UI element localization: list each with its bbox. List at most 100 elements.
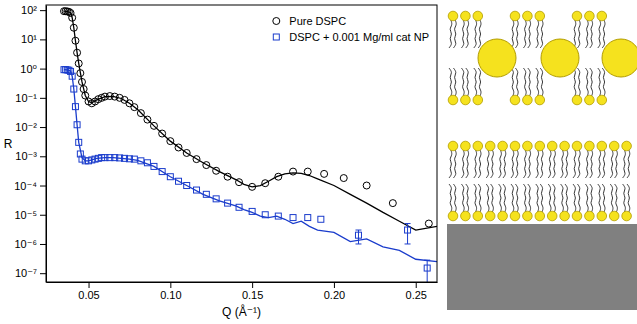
- data-point: [126, 100, 133, 107]
- lipid-tail: [585, 20, 588, 48]
- lipid-head: [523, 11, 533, 21]
- y-tick-mark: [40, 98, 46, 99]
- y-tick-label: 10⁻²: [15, 121, 37, 133]
- lipid-tail: [573, 150, 576, 178]
- data-point: [167, 174, 173, 180]
- legend-label: Pure DSPC: [289, 15, 346, 27]
- lipid-tail: [548, 150, 551, 178]
- lipid-tail: [461, 20, 464, 48]
- lipid-tail: [461, 184, 464, 212]
- data-point: [193, 156, 200, 163]
- lipid: [622, 141, 632, 178]
- y-tick-label: 10⁻⁵: [14, 209, 37, 221]
- x-tick: 0.20: [324, 282, 345, 301]
- data-point: [183, 149, 190, 156]
- data-point: [224, 173, 231, 180]
- lipid-head: [523, 95, 533, 105]
- lipid-tail: [598, 20, 601, 48]
- lipid-tail: [598, 184, 601, 212]
- nanoparticle: [541, 39, 579, 77]
- lipid: [622, 184, 632, 221]
- lipid-tail: [561, 150, 564, 178]
- lipid-tail: [466, 184, 469, 212]
- lipid: [609, 141, 619, 178]
- lipid-head: [572, 211, 582, 221]
- lipid-tail: [623, 150, 626, 178]
- lipid-tail: [523, 150, 526, 178]
- lipid-head: [535, 95, 545, 105]
- lipid-tail: [466, 20, 469, 48]
- lipid-head: [448, 211, 458, 221]
- lipid-tail: [478, 150, 481, 178]
- data-point: [159, 169, 165, 175]
- data-point: [249, 183, 256, 190]
- lipid: [523, 141, 533, 178]
- lipid-tail: [453, 184, 456, 212]
- lipid-head: [485, 141, 495, 151]
- data-point: [74, 49, 81, 56]
- lipid-tail: [548, 184, 551, 212]
- plot-marks: [60, 8, 437, 282]
- lipid-tail: [573, 68, 576, 96]
- lipid-tail: [553, 184, 556, 212]
- legend-marker: [273, 18, 280, 25]
- lipid: [597, 184, 607, 221]
- series-points: [61, 67, 430, 282]
- lipid-tail: [499, 150, 502, 178]
- lipid: [473, 11, 483, 48]
- lipid-tail: [486, 150, 489, 178]
- lipid: [485, 184, 495, 221]
- data-point: [213, 167, 220, 174]
- data-point: [389, 200, 396, 207]
- data-point: [262, 212, 268, 218]
- lipid-head: [448, 141, 458, 151]
- data-point: [275, 173, 282, 180]
- lipid-tail: [615, 150, 618, 178]
- lipid-tail: [590, 150, 593, 178]
- nanoparticle: [478, 39, 516, 77]
- lipid-tail: [577, 184, 580, 212]
- lipid-head: [560, 211, 570, 221]
- lipid-tail: [461, 150, 464, 178]
- lipid: [572, 11, 582, 48]
- x-tick-label: 0.10: [160, 289, 181, 301]
- data-point: [72, 37, 79, 44]
- data-point: [72, 104, 78, 110]
- lipid-head: [535, 211, 545, 221]
- lipid: [572, 68, 582, 105]
- lipid-tail: [478, 20, 481, 48]
- lipid-tail: [585, 184, 588, 212]
- lipid: [461, 184, 471, 221]
- lipid-tail: [453, 68, 456, 96]
- lipid-head: [572, 11, 582, 21]
- data-point: [69, 14, 76, 21]
- data-point: [203, 191, 209, 197]
- lipid-tail: [627, 150, 630, 178]
- lipid: [572, 184, 582, 221]
- lipid-tail: [565, 150, 568, 178]
- data-point: [77, 70, 84, 77]
- lipid: [560, 141, 570, 178]
- lipid-tail: [515, 68, 518, 96]
- y-tick-mark: [40, 215, 46, 216]
- lipid-head: [585, 11, 595, 21]
- data-point: [67, 9, 74, 16]
- data-point: [424, 265, 430, 271]
- data-point: [225, 200, 231, 206]
- lipid: [461, 141, 471, 178]
- lipid-tail: [503, 184, 506, 212]
- lipid-head: [461, 211, 471, 221]
- lipid-head: [597, 211, 607, 221]
- lipid: [448, 11, 458, 48]
- data-point: [111, 93, 118, 100]
- lipid-tail: [449, 20, 452, 48]
- data-point: [76, 139, 82, 145]
- data-point: [131, 104, 138, 111]
- y-tick: 10⁻¹: [15, 92, 46, 104]
- data-point: [78, 78, 85, 85]
- lipid-tail: [515, 20, 518, 48]
- lipid-tail: [461, 68, 464, 96]
- data-point: [236, 204, 242, 210]
- lipid-tail: [565, 184, 568, 212]
- lipid: [585, 184, 595, 221]
